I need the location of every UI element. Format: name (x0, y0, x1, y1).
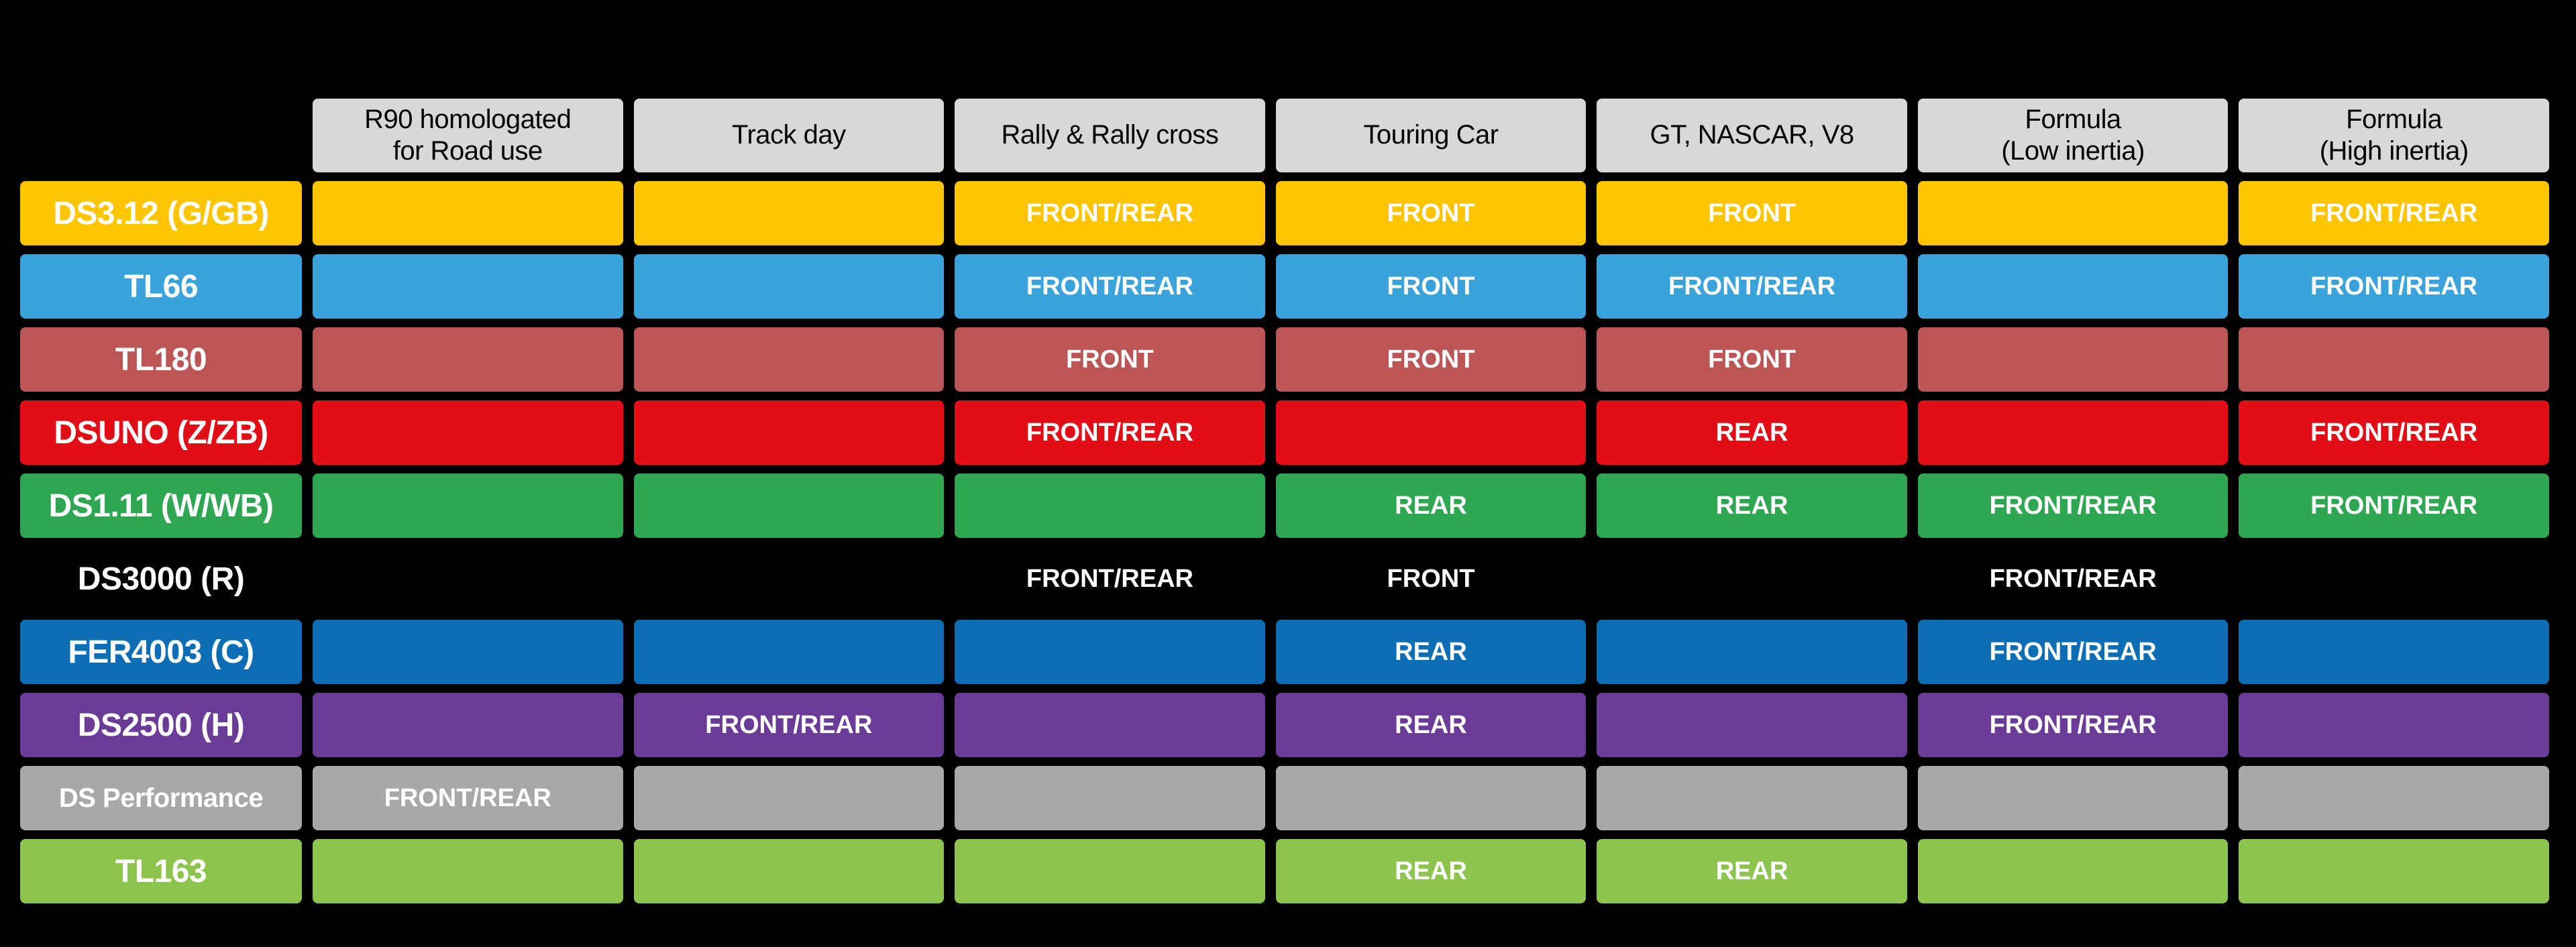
value-cell (633, 400, 945, 465)
value-cell (313, 620, 623, 684)
value-cell (634, 547, 945, 611)
value-cell: FRONT/REAR (955, 181, 1265, 245)
value-cell: FRONT/REAR (1917, 693, 2229, 757)
value-cell (1597, 547, 1907, 611)
value-cell (633, 254, 945, 319)
value-cell: FRONT/REAR (633, 693, 945, 757)
value-cell (2239, 766, 2549, 830)
value-cell (1917, 254, 2229, 319)
value-cell (2239, 620, 2549, 684)
value-cell: REAR (1597, 474, 1907, 538)
value-cell: REAR (1275, 693, 1587, 757)
column-header: Rally & Rally cross (955, 99, 1265, 172)
row-label: TL66 (20, 254, 302, 319)
compound-application-table: R90 homologated for Road use Track day Ral… (20, 99, 2549, 903)
value-cell: FRONT/REAR (1026, 564, 1193, 593)
value-cell (633, 181, 945, 245)
value-cell: REAR (1275, 620, 1587, 684)
value-cell: FRONT/REAR (2239, 474, 2549, 538)
value-cell: REAR (1597, 839, 1907, 903)
value-cell (1275, 766, 1587, 830)
corner-spacer (20, 99, 302, 172)
row-label: DS Performance (20, 766, 302, 830)
value-cell (1597, 620, 1907, 684)
value-cell: FRONT (1275, 181, 1587, 245)
value-cell (313, 693, 623, 757)
value-cell (633, 766, 945, 830)
value-cell (633, 474, 945, 538)
value-cell (633, 620, 945, 684)
value-cell (313, 400, 623, 465)
value-cell: FRONT/REAR (1989, 564, 2157, 593)
column-header: Formula (Low inertia) (1917, 99, 2229, 172)
value-cell (955, 766, 1265, 830)
value-cell (955, 474, 1265, 538)
value-cell (313, 181, 623, 245)
value-cell: FRONT/REAR (1597, 254, 1907, 319)
value-cell (955, 620, 1265, 684)
value-cell: FRONT (1597, 327, 1907, 392)
value-cell (1917, 839, 2229, 903)
value-cell (313, 327, 623, 392)
value-cell: REAR (1275, 474, 1587, 538)
row-label: TL180 (20, 327, 302, 392)
value-cell (1275, 400, 1587, 465)
value-cell (1917, 766, 2229, 830)
value-cell: FRONT/REAR (1917, 474, 2229, 538)
value-cell (1917, 400, 2229, 465)
value-cell: FRONT/REAR (2239, 254, 2549, 319)
value-cell: REAR (1597, 400, 1907, 465)
row-label: DS3000 (R) (77, 561, 245, 597)
value-cell: FRONT (1597, 181, 1907, 245)
value-cell (2239, 547, 2549, 611)
value-cell: FRONT (955, 327, 1265, 392)
value-cell: FRONT/REAR (2239, 400, 2549, 465)
value-cell: FRONT/REAR (955, 400, 1265, 465)
value-cell (2239, 327, 2549, 392)
value-cell (1917, 327, 2229, 392)
value-cell (633, 327, 945, 392)
value-cell: FRONT (1275, 254, 1587, 319)
value-cell (313, 474, 623, 538)
value-cell: FRONT/REAR (2239, 181, 2549, 245)
value-cell (1597, 766, 1907, 830)
value-cell (1917, 181, 2229, 245)
value-cell (2239, 693, 2549, 757)
value-cell (2239, 839, 2549, 903)
column-header: Track day (633, 99, 945, 172)
column-header: Formula (High inertia) (2239, 99, 2549, 172)
value-cell (313, 254, 623, 319)
row-label: DS3.12 (G/GB) (20, 181, 302, 245)
row-label: TL163 (20, 839, 302, 903)
column-header: R90 homologated for Road use (313, 99, 623, 172)
value-cell (313, 547, 623, 611)
value-cell: FRONT (1275, 327, 1587, 392)
value-cell (633, 839, 945, 903)
value-cell (1597, 693, 1907, 757)
row-label: DSUNO (Z/ZB) (20, 400, 302, 465)
column-header: GT, NASCAR, V8 (1597, 99, 1907, 172)
row-label: DS2500 (H) (20, 693, 302, 757)
row-label: FER4003 (C) (20, 620, 302, 684)
value-cell (313, 839, 623, 903)
column-header: Touring Car (1275, 99, 1587, 172)
row-label: DS1.11 (W/WB) (20, 474, 302, 538)
value-cell (955, 693, 1265, 757)
value-cell: FRONT/REAR (1917, 620, 2229, 684)
value-cell: REAR (1275, 839, 1587, 903)
value-cell: FRONT (1387, 564, 1475, 593)
value-cell: FRONT/REAR (313, 766, 623, 830)
value-cell: FRONT/REAR (955, 254, 1265, 319)
value-cell (955, 839, 1265, 903)
